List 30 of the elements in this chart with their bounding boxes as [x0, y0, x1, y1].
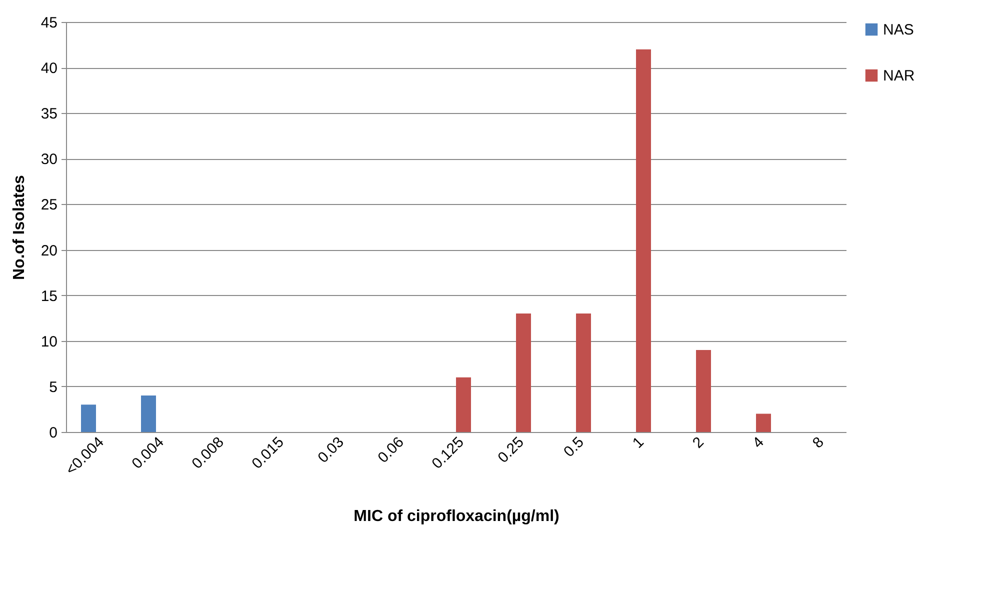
bar — [576, 314, 591, 432]
x-tick-label: 0.25 — [494, 434, 528, 466]
y-tick-label: 45 — [40, 14, 58, 32]
y-tick-label: 30 — [40, 151, 58, 168]
bar — [141, 396, 156, 432]
x-tick-label: 1 — [629, 434, 648, 452]
x-tick-label: 0.5 — [560, 434, 588, 461]
y-tick-label: 40 — [40, 60, 58, 78]
bar — [696, 350, 711, 432]
bar — [456, 377, 471, 432]
x-tick-label: 4 — [749, 434, 768, 452]
x-tick-label: 2 — [689, 434, 708, 452]
legend-label: NAS — [883, 22, 914, 38]
bar — [81, 404, 96, 432]
y-tick-label: 20 — [40, 242, 58, 260]
y-tick-label: 35 — [40, 106, 58, 123]
x-tick-label: 8 — [809, 434, 828, 452]
y-tick-label: 10 — [40, 333, 58, 350]
y-axis-title: No.of Isolates — [10, 174, 28, 280]
y-tick-label: 5 — [49, 378, 58, 396]
y-tick-label: 15 — [40, 288, 58, 305]
x-tick-label: 0.06 — [374, 434, 408, 466]
y-tick-label: 25 — [40, 196, 58, 214]
x-axis-title: MIC of ciprofloxacin(µg/ml) — [354, 508, 560, 525]
legend-label: NAR — [883, 68, 915, 84]
bar — [636, 49, 651, 432]
bar — [756, 414, 771, 432]
bar — [516, 314, 531, 432]
y-tick-label: 0 — [49, 424, 58, 442]
x-tick-label: 0.03 — [314, 434, 348, 466]
